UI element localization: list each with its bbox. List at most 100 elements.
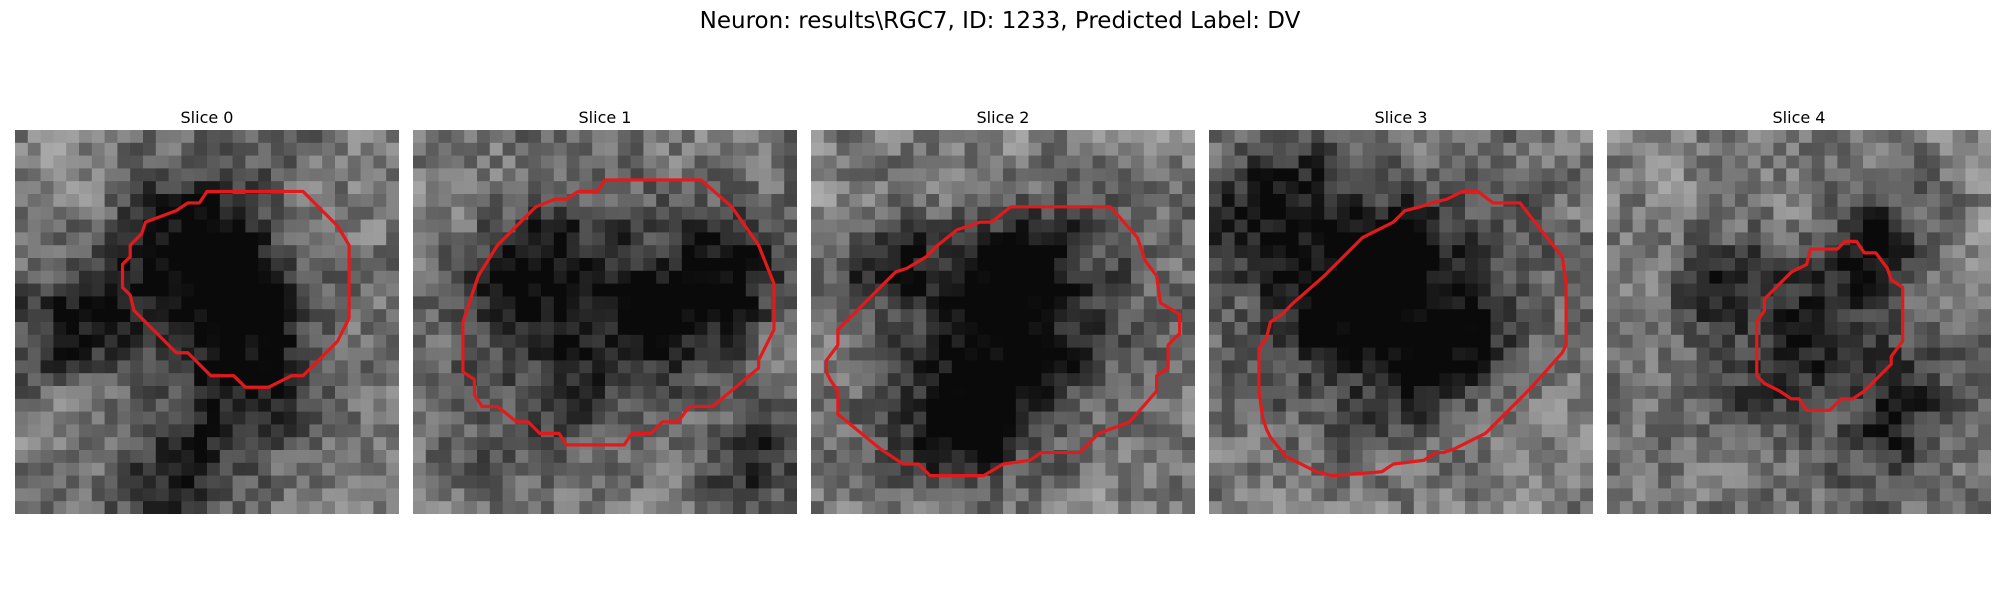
- pixel: [939, 245, 953, 259]
- pixel: [1888, 258, 1902, 272]
- pixel: [681, 347, 695, 361]
- pixel: [836, 360, 850, 374]
- pixel: [1824, 373, 1838, 387]
- pixel: [347, 296, 361, 310]
- pixel: [1401, 219, 1415, 233]
- pixel: [1054, 296, 1068, 310]
- pixel: [309, 283, 323, 297]
- pixel: [1298, 347, 1312, 361]
- pixel: [130, 450, 144, 464]
- pixel: [1426, 232, 1440, 246]
- pixel: [1696, 270, 1710, 284]
- pixel: [1760, 194, 1774, 208]
- pixel: [40, 411, 54, 425]
- pixel: [219, 450, 233, 464]
- pixel: [1131, 142, 1145, 156]
- pixel: [875, 322, 889, 336]
- pixel: [219, 347, 233, 361]
- pixel: [681, 309, 695, 323]
- pixel: [1683, 411, 1697, 425]
- pixel: [1067, 373, 1081, 387]
- pixel: [360, 488, 374, 502]
- pixel: [681, 334, 695, 348]
- pixel: [271, 450, 285, 464]
- pixel: [155, 181, 169, 195]
- pixel: [1619, 232, 1633, 246]
- pixel: [1015, 501, 1029, 514]
- pixel: [1722, 411, 1736, 425]
- pixel: [1722, 168, 1736, 182]
- pixel: [926, 142, 940, 156]
- pixel: [1709, 155, 1723, 169]
- pixel: [1722, 283, 1736, 297]
- pixel: [181, 219, 195, 233]
- pixel: [1709, 488, 1723, 502]
- pixel: [1760, 462, 1774, 476]
- pixel: [605, 130, 619, 144]
- pixel: [1439, 424, 1453, 438]
- pixel: [745, 347, 759, 361]
- pixel: [1273, 501, 1287, 514]
- pixel: [605, 386, 619, 400]
- pixel: [977, 309, 991, 323]
- pixel: [40, 373, 54, 387]
- pixel: [1182, 219, 1195, 233]
- pixel: [1375, 373, 1389, 387]
- pixel: [1811, 373, 1825, 387]
- pixel: [27, 130, 41, 144]
- pixel: [219, 232, 233, 246]
- pixel: [875, 283, 889, 297]
- pixel: [1401, 181, 1415, 195]
- pixel: [1156, 142, 1170, 156]
- pixel: [1079, 373, 1093, 387]
- pixel: [887, 475, 901, 489]
- pixel: [733, 181, 747, 195]
- pixel: [1465, 270, 1479, 284]
- pixel: [541, 386, 555, 400]
- pixel: [862, 398, 876, 412]
- pixel: [245, 347, 259, 361]
- pixel: [66, 411, 80, 425]
- pixel: [1003, 296, 1017, 310]
- pixel: [784, 386, 797, 400]
- pixel: [1388, 181, 1402, 195]
- pixel: [1607, 398, 1621, 412]
- pixel: [1311, 360, 1325, 374]
- pixel: [489, 462, 503, 476]
- pixel: [1362, 142, 1376, 156]
- pixel: [1901, 270, 1915, 284]
- pixel: [1273, 373, 1287, 387]
- pixel: [451, 475, 465, 489]
- pixel: [1786, 142, 1800, 156]
- pixel: [1863, 270, 1877, 284]
- pixel: [155, 270, 169, 284]
- pixel: [1554, 475, 1568, 489]
- pixel: [1285, 462, 1299, 476]
- pixel: [1131, 373, 1145, 387]
- pixel: [1375, 488, 1389, 502]
- pixel: [849, 130, 863, 144]
- pixel: [1645, 501, 1659, 514]
- pixel: [117, 232, 131, 246]
- pixel: [15, 232, 29, 246]
- pixel: [990, 270, 1004, 284]
- pixel: [219, 142, 233, 156]
- pixel: [784, 501, 797, 514]
- pixel: [1298, 475, 1312, 489]
- pixel: [296, 462, 310, 476]
- pixel: [1477, 360, 1491, 374]
- pixel: [1388, 488, 1402, 502]
- pixel: [669, 142, 683, 156]
- pixel: [1607, 168, 1621, 182]
- pixel: [309, 334, 323, 348]
- pixel: [451, 232, 465, 246]
- pixel: [477, 411, 491, 425]
- pixel: [1490, 219, 1504, 233]
- pixel: [1490, 322, 1504, 336]
- pixel: [1709, 142, 1723, 156]
- pixel: [27, 270, 41, 284]
- pixel: [1645, 450, 1659, 464]
- pixel: [245, 142, 259, 156]
- pixel: [541, 450, 555, 464]
- pixel: [681, 155, 695, 169]
